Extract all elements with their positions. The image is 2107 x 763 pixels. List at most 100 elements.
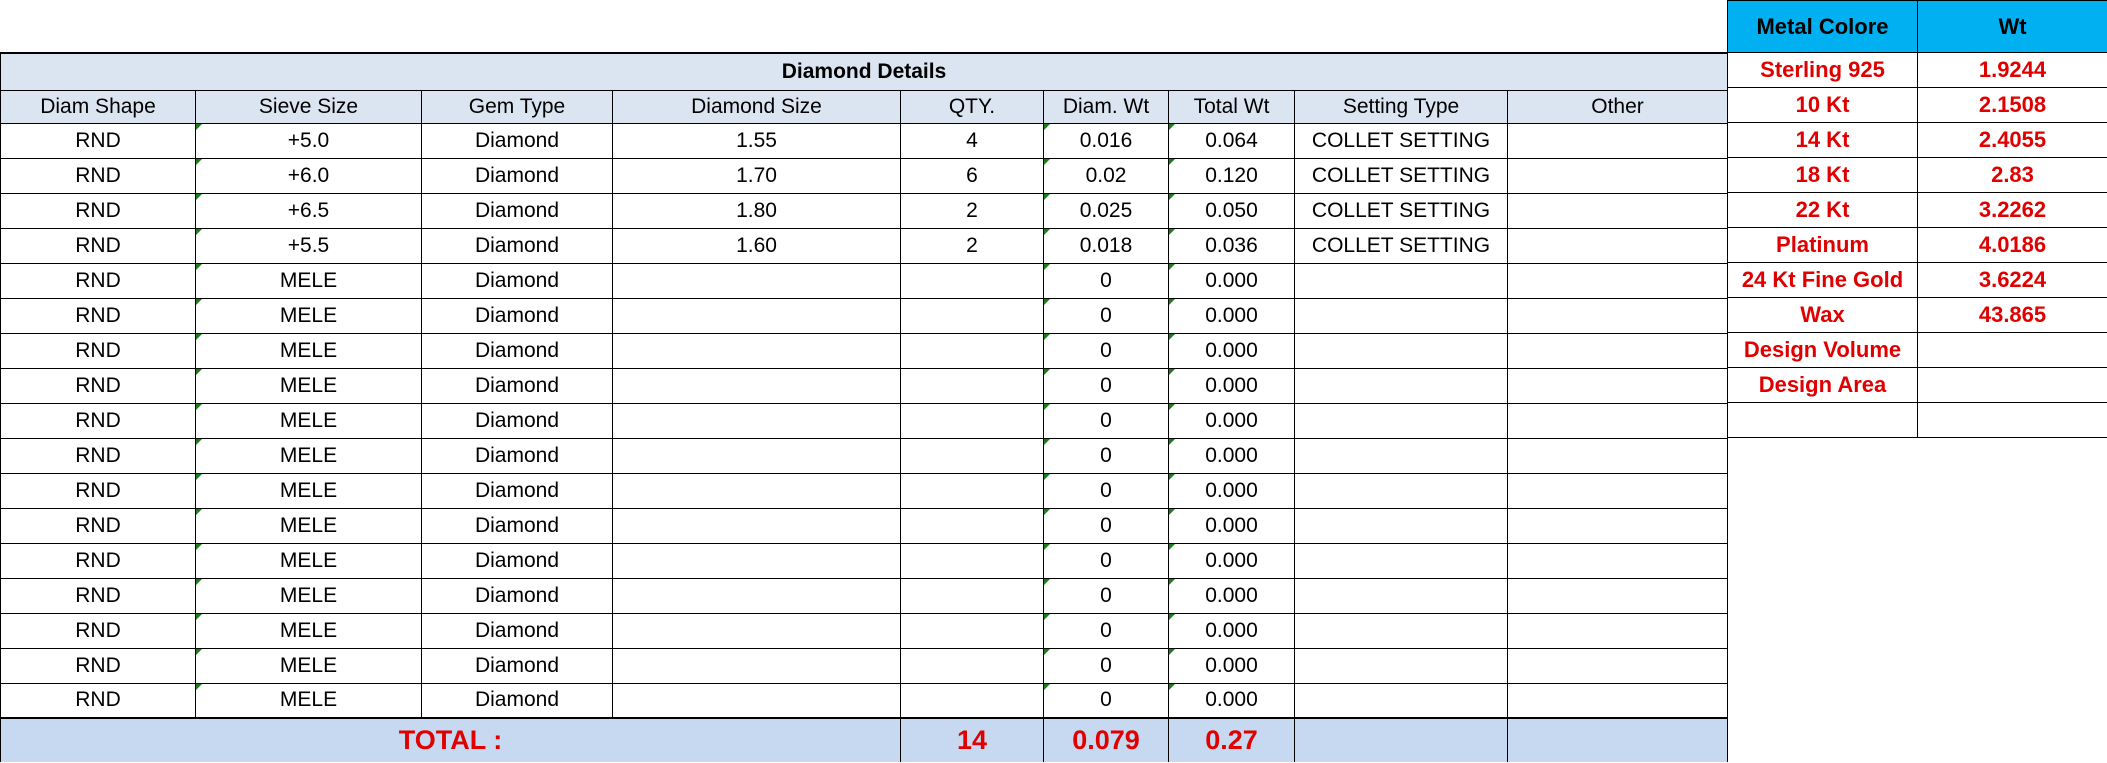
- table-cell[interactable]: Diamond: [421, 578, 613, 614]
- table-cell[interactable]: 0.02: [1043, 158, 1169, 194]
- metal-weight[interactable]: [1917, 367, 2107, 403]
- table-cell[interactable]: MELE: [195, 648, 422, 684]
- table-cell[interactable]: 0.000: [1168, 333, 1295, 369]
- table-cell[interactable]: RND: [0, 263, 196, 299]
- table-cell[interactable]: Diamond: [421, 613, 613, 649]
- table-cell[interactable]: [1294, 333, 1508, 369]
- table-cell[interactable]: [1507, 123, 1729, 159]
- table-cell[interactable]: [1507, 263, 1729, 299]
- table-cell[interactable]: 0: [1043, 648, 1169, 684]
- table-cell[interactable]: [612, 298, 901, 334]
- table-cell[interactable]: Diamond: [421, 158, 613, 194]
- table-cell[interactable]: RND: [0, 543, 196, 579]
- table-cell[interactable]: [612, 473, 901, 509]
- column-header[interactable]: Gem Type: [421, 90, 613, 124]
- table-cell[interactable]: 0.000: [1168, 508, 1295, 544]
- table-cell[interactable]: Diamond: [421, 508, 613, 544]
- metal-name[interactable]: 10 Kt: [1727, 87, 1918, 123]
- metal-weight[interactable]: 2.83: [1917, 157, 2107, 193]
- table-cell[interactable]: Diamond: [421, 473, 613, 509]
- table-cell[interactable]: RND: [0, 438, 196, 474]
- metal-name[interactable]: 14 Kt: [1727, 122, 1918, 158]
- table-cell[interactable]: [1507, 613, 1729, 649]
- table-cell[interactable]: 0: [1043, 298, 1169, 334]
- table-cell[interactable]: MELE: [195, 613, 422, 649]
- table-cell[interactable]: [900, 473, 1044, 509]
- table-cell[interactable]: 0.000: [1168, 613, 1295, 649]
- table-cell[interactable]: [1294, 648, 1508, 684]
- metal-weight[interactable]: 2.1508: [1917, 87, 2107, 123]
- table-cell[interactable]: Diamond: [421, 403, 613, 439]
- table-cell[interactable]: [1294, 368, 1508, 404]
- table-cell[interactable]: 0: [1043, 578, 1169, 614]
- column-header[interactable]: Setting Type: [1294, 90, 1508, 124]
- metal-weight[interactable]: 43.865: [1917, 297, 2107, 333]
- table-cell[interactable]: +5.5: [195, 228, 422, 264]
- total-qty[interactable]: 14: [900, 717, 1044, 762]
- table-cell[interactable]: 0.036: [1168, 228, 1295, 264]
- table-cell[interactable]: [1294, 473, 1508, 509]
- table-cell[interactable]: Diamond: [421, 263, 613, 299]
- metal-name[interactable]: 24 Kt Fine Gold: [1727, 262, 1918, 298]
- table-cell[interactable]: +5.0: [195, 123, 422, 159]
- table-cell[interactable]: MELE: [195, 333, 422, 369]
- table-cell[interactable]: RND: [0, 123, 196, 159]
- table-cell[interactable]: [1507, 368, 1729, 404]
- table-cell[interactable]: [612, 683, 901, 719]
- column-header[interactable]: Total Wt: [1168, 90, 1295, 124]
- total-diam-wt[interactable]: 0.079: [1043, 717, 1169, 762]
- table-cell[interactable]: 0.018: [1043, 228, 1169, 264]
- table-cell[interactable]: 0.000: [1168, 543, 1295, 579]
- table-cell[interactable]: RND: [0, 683, 196, 719]
- table-cell[interactable]: 0.000: [1168, 648, 1295, 684]
- table-cell[interactable]: [900, 508, 1044, 544]
- table-cell[interactable]: [1507, 508, 1729, 544]
- column-header[interactable]: Sieve Size: [195, 90, 422, 124]
- table-cell[interactable]: [1507, 473, 1729, 509]
- table-cell[interactable]: [1294, 403, 1508, 439]
- table-cell[interactable]: [900, 543, 1044, 579]
- table-cell[interactable]: Diamond: [421, 543, 613, 579]
- table-cell[interactable]: [1507, 438, 1729, 474]
- table-cell[interactable]: [612, 648, 901, 684]
- table-cell[interactable]: MELE: [195, 578, 422, 614]
- table-cell[interactable]: RND: [0, 158, 196, 194]
- table-cell[interactable]: RND: [0, 368, 196, 404]
- table-cell[interactable]: COLLET SETTING: [1294, 158, 1508, 194]
- table-cell[interactable]: 0: [1043, 333, 1169, 369]
- column-header[interactable]: QTY.: [900, 90, 1044, 124]
- table-cell[interactable]: RND: [0, 613, 196, 649]
- table-cell[interactable]: 0.064: [1168, 123, 1295, 159]
- table-cell[interactable]: MELE: [195, 263, 422, 299]
- metal-weight[interactable]: 3.6224: [1917, 262, 2107, 298]
- table-cell[interactable]: [900, 578, 1044, 614]
- table-cell[interactable]: 0: [1043, 438, 1169, 474]
- metal-weight[interactable]: 4.0186: [1917, 227, 2107, 263]
- table-cell[interactable]: [900, 683, 1044, 719]
- table-cell[interactable]: [1294, 683, 1508, 719]
- table-cell[interactable]: 0.120: [1168, 158, 1295, 194]
- table-cell[interactable]: 0: [1043, 368, 1169, 404]
- table-cell[interactable]: [1507, 403, 1729, 439]
- table-cell[interactable]: 0.000: [1168, 473, 1295, 509]
- table-cell[interactable]: 0: [1043, 403, 1169, 439]
- table-cell[interactable]: COLLET SETTING: [1294, 123, 1508, 159]
- table-cell[interactable]: [612, 578, 901, 614]
- table-cell[interactable]: Diamond: [421, 648, 613, 684]
- table-cell[interactable]: [900, 298, 1044, 334]
- table-cell[interactable]: MELE: [195, 473, 422, 509]
- table-cell[interactable]: RND: [0, 333, 196, 369]
- table-cell[interactable]: [1507, 333, 1729, 369]
- table-cell[interactable]: 0: [1043, 543, 1169, 579]
- table-cell[interactable]: 0.000: [1168, 438, 1295, 474]
- table-cell[interactable]: [900, 263, 1044, 299]
- table-cell[interactable]: 0: [1043, 263, 1169, 299]
- metal-weight[interactable]: 2.4055: [1917, 122, 2107, 158]
- table-cell[interactable]: MELE: [195, 508, 422, 544]
- table-cell[interactable]: [1507, 648, 1729, 684]
- column-header[interactable]: Diam Shape: [0, 90, 196, 124]
- table-cell[interactable]: [1294, 613, 1508, 649]
- table-cell[interactable]: Diamond: [421, 193, 613, 229]
- table-cell[interactable]: [1294, 263, 1508, 299]
- metal-weight[interactable]: 3.2262: [1917, 192, 2107, 228]
